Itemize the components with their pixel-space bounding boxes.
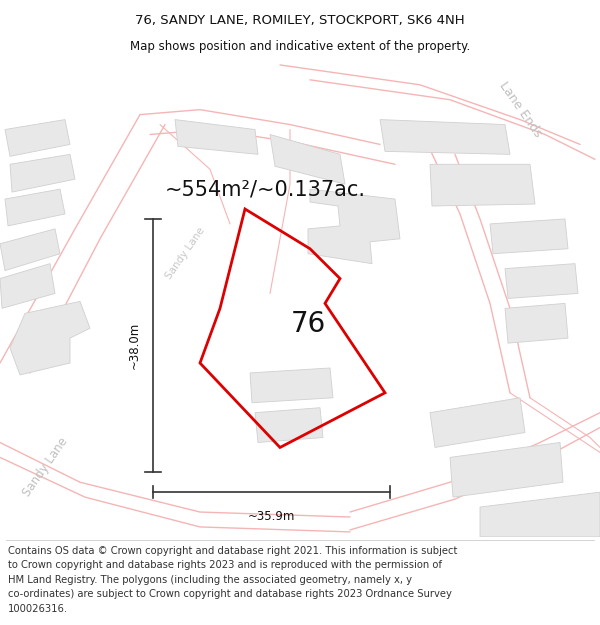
Polygon shape [430,398,525,448]
Text: Sandy Lane: Sandy Lane [20,436,70,499]
Polygon shape [10,154,75,192]
Text: ~38.0m: ~38.0m [128,322,141,369]
Text: ~35.9m: ~35.9m [248,510,295,523]
Polygon shape [10,301,90,375]
Polygon shape [5,119,70,156]
Polygon shape [450,442,563,497]
Text: Sandy Lane: Sandy Lane [163,226,206,281]
Text: Map shows position and indicative extent of the property.: Map shows position and indicative extent… [130,39,470,52]
Polygon shape [0,264,55,308]
Polygon shape [250,368,333,402]
Text: ~554m²/~0.137ac.: ~554m²/~0.137ac. [165,179,366,199]
Polygon shape [255,408,323,442]
Text: Lane Ends: Lane Ends [496,79,544,140]
Polygon shape [0,229,60,271]
Polygon shape [175,119,258,154]
Polygon shape [5,189,65,226]
Polygon shape [430,164,535,206]
Text: 76: 76 [290,310,326,338]
Polygon shape [505,264,578,298]
Polygon shape [308,189,400,264]
Polygon shape [270,134,345,184]
Text: co-ordinates) are subject to Crown copyright and database rights 2023 Ordnance S: co-ordinates) are subject to Crown copyr… [8,589,452,599]
Text: 100026316.: 100026316. [8,604,68,614]
Text: HM Land Registry. The polygons (including the associated geometry, namely x, y: HM Land Registry. The polygons (includin… [8,575,412,585]
Text: 76, SANDY LANE, ROMILEY, STOCKPORT, SK6 4NH: 76, SANDY LANE, ROMILEY, STOCKPORT, SK6 … [135,14,465,27]
Polygon shape [505,303,568,343]
Polygon shape [480,492,600,537]
Text: to Crown copyright and database rights 2023 and is reproduced with the permissio: to Crown copyright and database rights 2… [8,560,442,570]
Polygon shape [490,219,568,254]
Polygon shape [380,119,510,154]
Text: Contains OS data © Crown copyright and database right 2021. This information is : Contains OS data © Crown copyright and d… [8,546,457,556]
